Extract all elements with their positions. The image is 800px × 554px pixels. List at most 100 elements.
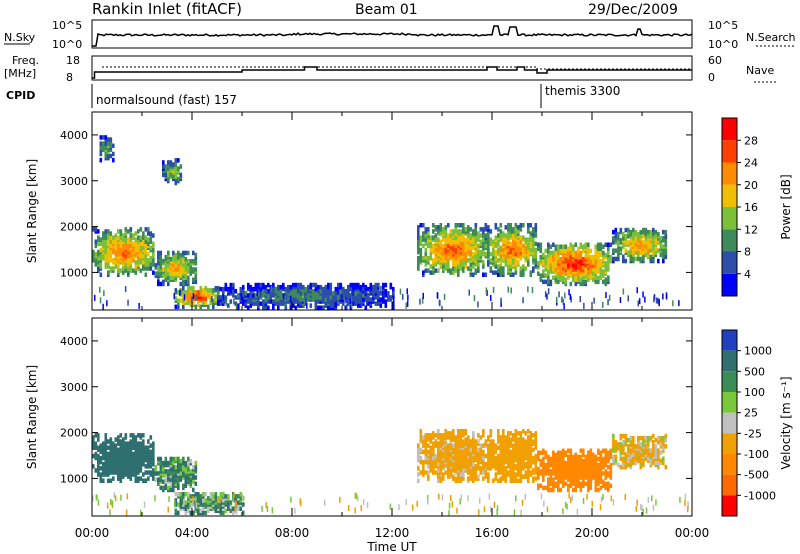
- scatter-cell: [102, 453, 105, 459]
- scatter-cell: [534, 431, 538, 436]
- scatter-cell: [429, 433, 433, 438]
- scatter-cell: [139, 449, 143, 455]
- scatter-cell: [119, 229, 123, 234]
- scatter-cell: [417, 457, 420, 463]
- scatter-cell: [662, 229, 665, 235]
- scatter-cell: [499, 229, 503, 234]
- colorbar-tick-label: 4: [744, 268, 751, 281]
- scatter-cell: [182, 483, 185, 488]
- scatter-cell: [572, 250, 575, 256]
- scatter-cell: [579, 487, 583, 493]
- scatter-cell: [339, 282, 343, 288]
- scatter-cell: [617, 256, 620, 262]
- scatter-cell: [139, 227, 143, 232]
- scatter-cell: [639, 256, 643, 262]
- cpid-label: CPID: [6, 89, 35, 102]
- scatter-cell: [574, 483, 578, 488]
- scatter-cell: [144, 253, 148, 259]
- scatter-speck: [143, 501, 146, 508]
- scatter-cell: [172, 460, 175, 466]
- scatter-cell: [664, 234, 668, 239]
- scatter-cell: [474, 476, 478, 481]
- scatter-cell: [129, 433, 133, 438]
- scatter-cell: [417, 260, 420, 265]
- scatter-cell: [599, 252, 603, 258]
- scatter-cell: [622, 444, 625, 449]
- scatter-cell: [117, 468, 120, 473]
- scatter-cell: [562, 244, 565, 249]
- scatter-speck: [339, 496, 341, 503]
- scatter-cell: [659, 252, 663, 258]
- scatter-speck: [235, 303, 238, 310]
- scatter-cell: [419, 223, 423, 228]
- scatter-cell: [132, 433, 135, 438]
- scatter-cell: [337, 282, 340, 288]
- scatter-cell: [647, 456, 650, 461]
- scatter-cell: [194, 460, 198, 466]
- scatter-speck: [216, 496, 219, 503]
- scatter-cell: [589, 269, 593, 274]
- scatter-cell: [619, 433, 623, 439]
- scatter-cell: [99, 478, 103, 483]
- scatter-cell: [207, 304, 210, 310]
- scatter-cell: [642, 254, 645, 260]
- scatter-cell: [647, 229, 650, 235]
- scatter-cell: [532, 459, 535, 465]
- scatter-cell: [182, 286, 185, 291]
- scatter-cell: [477, 433, 480, 438]
- scatter-cell: [609, 483, 613, 488]
- scatter-cell: [479, 249, 483, 255]
- scatter-cell: [627, 437, 630, 443]
- scatter-cell: [112, 476, 115, 481]
- scatter-speck: [266, 288, 268, 295]
- scatter-cell: [539, 273, 543, 278]
- scatter-cell: [564, 460, 568, 466]
- scatter-cell: [594, 473, 598, 478]
- scatter-cell: [124, 433, 128, 438]
- scatter-cell: [179, 498, 183, 503]
- noise-left-tick-bottom: 10^0: [52, 38, 82, 51]
- scatter-speck: [124, 286, 127, 293]
- scatter-cell: [589, 469, 593, 474]
- scatter-cell: [257, 289, 260, 294]
- scatter-speck: [366, 501, 369, 508]
- scatter-cell: [459, 229, 463, 234]
- scatter-cell: [639, 442, 643, 447]
- scatter-speck: [566, 503, 568, 510]
- scatter-cell: [99, 443, 103, 448]
- scatter-cell: [582, 256, 585, 262]
- scatter-cell: [467, 243, 470, 249]
- scatter-speck: [619, 297, 622, 303]
- scatter-cell: [659, 442, 663, 447]
- scatter-cell: [607, 246, 610, 252]
- scatter-speck: [242, 296, 244, 303]
- scatter-cell: [569, 483, 573, 488]
- scatter-cell: [479, 443, 483, 448]
- scatter-cell: [544, 450, 548, 455]
- scatter-cell: [507, 449, 510, 455]
- scatter-cell: [134, 231, 138, 236]
- scatter-cell: [469, 453, 473, 459]
- scatter-cell: [182, 496, 185, 501]
- scatter-cell: [524, 439, 528, 444]
- scatter-speck: [211, 296, 213, 303]
- scatter-cell: [427, 464, 430, 469]
- scatter-cell: [272, 293, 275, 298]
- scatter-cell: [469, 443, 473, 448]
- scatter-cell: [497, 445, 500, 450]
- scatter-cell: [572, 275, 575, 280]
- scatter-speck: [665, 293, 668, 300]
- scatter-speck: [406, 300, 409, 307]
- scatter-cell: [144, 445, 148, 450]
- scatter-speck: [402, 293, 404, 300]
- scatter-cell: [157, 267, 160, 272]
- scatter-cell: [489, 241, 493, 247]
- colorbar-swatch: [722, 433, 737, 454]
- scatter-cell: [167, 271, 170, 276]
- scatter-cell: [429, 270, 433, 275]
- scatter-cell: [104, 447, 108, 453]
- scatter-cell: [204, 510, 208, 516]
- scatter-cell: [604, 448, 608, 453]
- scatter-speck: [496, 505, 499, 512]
- scatter-cell: [134, 237, 138, 242]
